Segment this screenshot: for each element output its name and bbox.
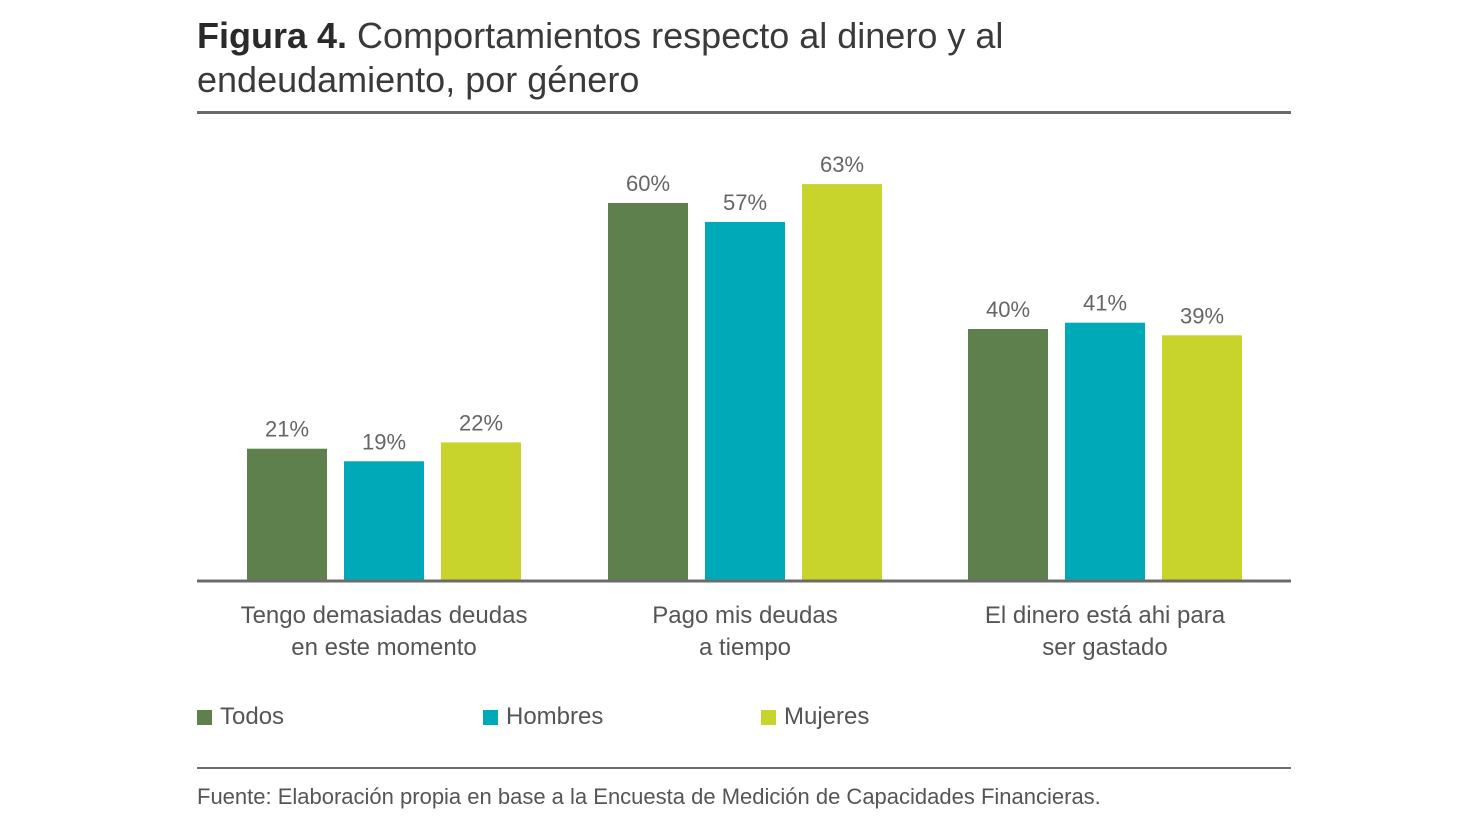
data-label-todos-0: 21%: [265, 417, 309, 442]
legend-label-hombres: Hombres: [506, 703, 604, 730]
category-label-0-1: en este momento: [291, 634, 476, 661]
legend-label-mujeres: Mujeres: [784, 703, 870, 730]
category-label-2-0: El dinero está ahi para: [985, 602, 1226, 629]
data-label-hombres-1: 57%: [723, 190, 767, 215]
bar-mujeres-1: [802, 184, 882, 581]
bar-mujeres-0: [441, 442, 521, 581]
title-text: Comportamientos respecto al dinero y al …: [197, 15, 1004, 100]
legend-item-hombres: Hombres: [483, 703, 603, 731]
legend-swatch-hombres: [483, 709, 498, 725]
category-label-1-0: Pago mis deudas: [652, 602, 837, 629]
data-label-mujeres-1: 63%: [820, 152, 864, 177]
top-rule: [197, 111, 1291, 114]
legend-label-todos: Todos: [220, 703, 285, 730]
data-label-todos-1: 60%: [626, 171, 670, 196]
chart-title: Figura 4. Comportamientos respecto al di…: [197, 14, 1197, 102]
category-label-0-0: Tengo demasiadas deudas: [241, 602, 528, 629]
category-label-2-1: ser gastado: [1042, 634, 1167, 661]
data-label-mujeres-2: 39%: [1180, 303, 1224, 328]
category-label-1-1: a tiempo: [699, 634, 791, 661]
bar-hombres-2: [1065, 322, 1145, 581]
legend-swatch-todos: [197, 709, 212, 725]
legend: Todos Hombres Mujeres: [197, 703, 1097, 733]
figure-label: Figura 4.: [197, 15, 348, 56]
data-label-hombres-0: 19%: [362, 429, 406, 454]
data-label-todos-2: 40%: [986, 297, 1030, 322]
bar-todos-0: [247, 448, 327, 581]
bar-todos-1: [608, 203, 688, 581]
legend-item-todos: Todos: [197, 703, 284, 731]
bar-hombres-0: [344, 461, 424, 581]
data-label-mujeres-0: 22%: [459, 410, 503, 435]
legend-swatch-mujeres: [761, 709, 776, 725]
source-note: Fuente: Elaboración propia en base a la …: [197, 784, 1101, 809]
bar-hombres-1: [705, 221, 785, 581]
bottom-rule: [197, 767, 1291, 769]
data-label-hombres-2: 41%: [1083, 291, 1127, 316]
bar-mujeres-2: [1162, 335, 1242, 581]
bar-todos-2: [968, 329, 1048, 581]
legend-item-mujeres: Mujeres: [761, 703, 869, 731]
